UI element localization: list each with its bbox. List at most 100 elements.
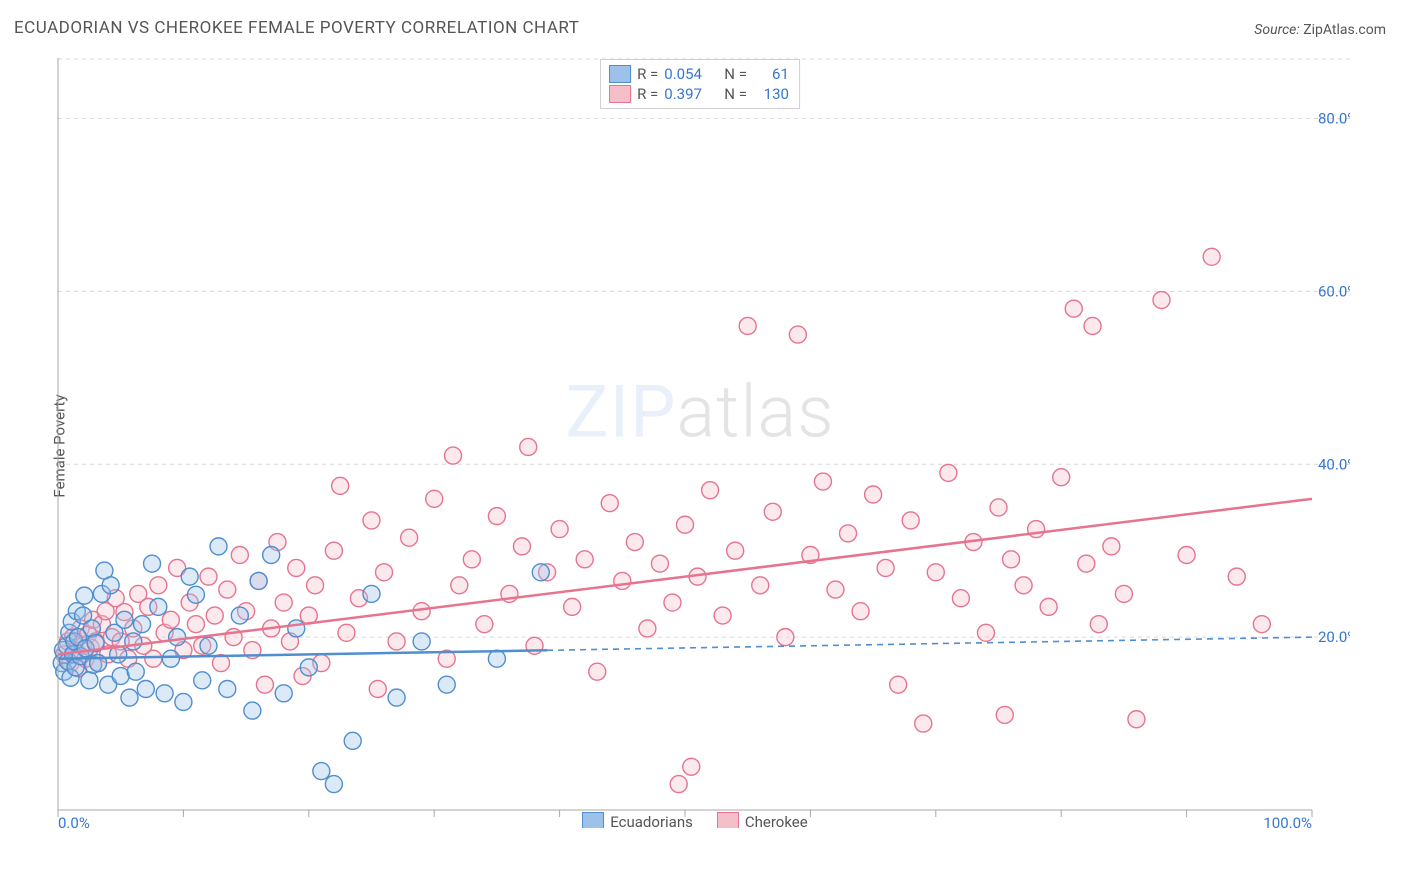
legend-swatch-ecuadorians (582, 812, 604, 828)
point-cherokee (814, 473, 831, 490)
point-cherokee (683, 758, 700, 775)
point-cherokee (890, 676, 907, 693)
corr-n-label: N = (724, 84, 747, 104)
point-cherokee (288, 559, 305, 576)
point-ecuadorians (313, 763, 330, 780)
point-ecuadorians (121, 689, 138, 706)
point-cherokee (639, 620, 656, 637)
point-cherokee (1015, 577, 1032, 594)
source-label: Source: (1254, 22, 1299, 38)
y-tick-label: 80.0% (1318, 110, 1350, 128)
point-cherokee (150, 577, 167, 594)
point-ecuadorians (413, 633, 430, 650)
point-cherokee (601, 495, 618, 512)
source-value: ZipAtlas.com (1303, 22, 1386, 38)
corr-n-cherokee: 130 (753, 84, 789, 104)
point-cherokee (877, 559, 894, 576)
point-cherokee (714, 607, 731, 624)
corr-r-label: R = (637, 64, 658, 84)
point-ecuadorians (169, 629, 186, 646)
point-ecuadorians (150, 598, 167, 615)
x-tick-label: 0.0% (58, 814, 90, 828)
point-ecuadorians (194, 672, 211, 689)
point-ecuadorians (144, 555, 161, 572)
corr-n-ecuadorians: 61 (753, 64, 789, 84)
point-cherokee (1153, 292, 1170, 309)
point-cherokee (777, 629, 794, 646)
point-ecuadorians (363, 585, 380, 602)
point-cherokee (369, 680, 386, 697)
point-ecuadorians (488, 650, 505, 667)
point-ecuadorians (263, 547, 280, 564)
point-cherokee (551, 521, 568, 538)
point-cherokee (1228, 568, 1245, 585)
point-cherokee (463, 551, 480, 568)
point-cherokee (162, 611, 179, 628)
point-cherokee (589, 663, 606, 680)
point-cherokee (401, 529, 418, 546)
corr-swatch-ecuadorians (609, 65, 631, 83)
point-cherokee (388, 633, 405, 650)
point-cherokee (376, 564, 393, 581)
point-cherokee (231, 547, 248, 564)
point-ecuadorians (300, 659, 317, 676)
point-cherokee (476, 616, 493, 633)
point-cherokee (764, 503, 781, 520)
point-cherokee (739, 317, 756, 334)
legend-label-cherokee: Cherokee (745, 813, 808, 828)
legend-item-ecuadorians: Ecuadorians (582, 812, 693, 828)
point-cherokee (702, 482, 719, 499)
point-cherokee (1078, 555, 1095, 572)
point-cherokee (445, 447, 462, 464)
point-cherokee (614, 572, 631, 589)
point-cherokee (1128, 711, 1145, 728)
scatter-chart: 20.0%40.0%60.0%80.0%0.0%100.0%Ecuadorian… (50, 58, 1350, 828)
point-cherokee (789, 326, 806, 343)
point-cherokee (187, 616, 204, 633)
corr-n-label: N = (724, 64, 747, 84)
point-ecuadorians (388, 689, 405, 706)
point-cherokee (865, 486, 882, 503)
point-cherokee (206, 607, 223, 624)
legend-swatch-cherokee (717, 812, 739, 828)
point-cherokee (1084, 317, 1101, 334)
point-ecuadorians (81, 672, 98, 689)
point-cherokee (426, 490, 443, 507)
point-cherokee (677, 516, 694, 533)
point-ecuadorians (288, 620, 305, 637)
point-ecuadorians (200, 637, 217, 654)
point-cherokee (1103, 538, 1120, 555)
point-cherokee (1053, 469, 1070, 486)
point-ecuadorians (102, 577, 119, 594)
point-cherokee (1003, 551, 1020, 568)
point-cherokee (307, 577, 324, 594)
point-ecuadorians (275, 685, 292, 702)
point-ecuadorians (125, 633, 142, 650)
point-cherokee (363, 512, 380, 529)
point-cherokee (338, 624, 355, 641)
point-ecuadorians (76, 587, 93, 604)
corr-row-ecuadorians: R = 0.054 N = 61 (609, 64, 789, 84)
point-cherokee (1178, 547, 1195, 564)
point-cherokee (727, 542, 744, 559)
chart-title: ECUADORIAN VS CHEROKEE FEMALE POVERTY CO… (14, 18, 579, 38)
point-cherokee (852, 603, 869, 620)
point-cherokee (1253, 616, 1270, 633)
corr-swatch-cherokee (609, 85, 631, 103)
point-cherokee (1040, 598, 1057, 615)
point-ecuadorians (219, 680, 236, 697)
point-cherokee (651, 555, 668, 572)
point-ecuadorians (244, 702, 261, 719)
point-cherokee (940, 464, 957, 481)
point-ecuadorians (156, 685, 173, 702)
point-ecuadorians (438, 676, 455, 693)
corr-r-ecuadorians: 0.054 (664, 64, 718, 84)
point-cherokee (145, 650, 162, 667)
point-ecuadorians (250, 572, 267, 589)
point-cherokee (670, 776, 687, 793)
point-cherokee (488, 508, 505, 525)
point-ecuadorians (137, 680, 154, 697)
point-cherokee (902, 512, 919, 529)
point-cherokee (915, 715, 932, 732)
point-cherokee (1065, 300, 1082, 317)
